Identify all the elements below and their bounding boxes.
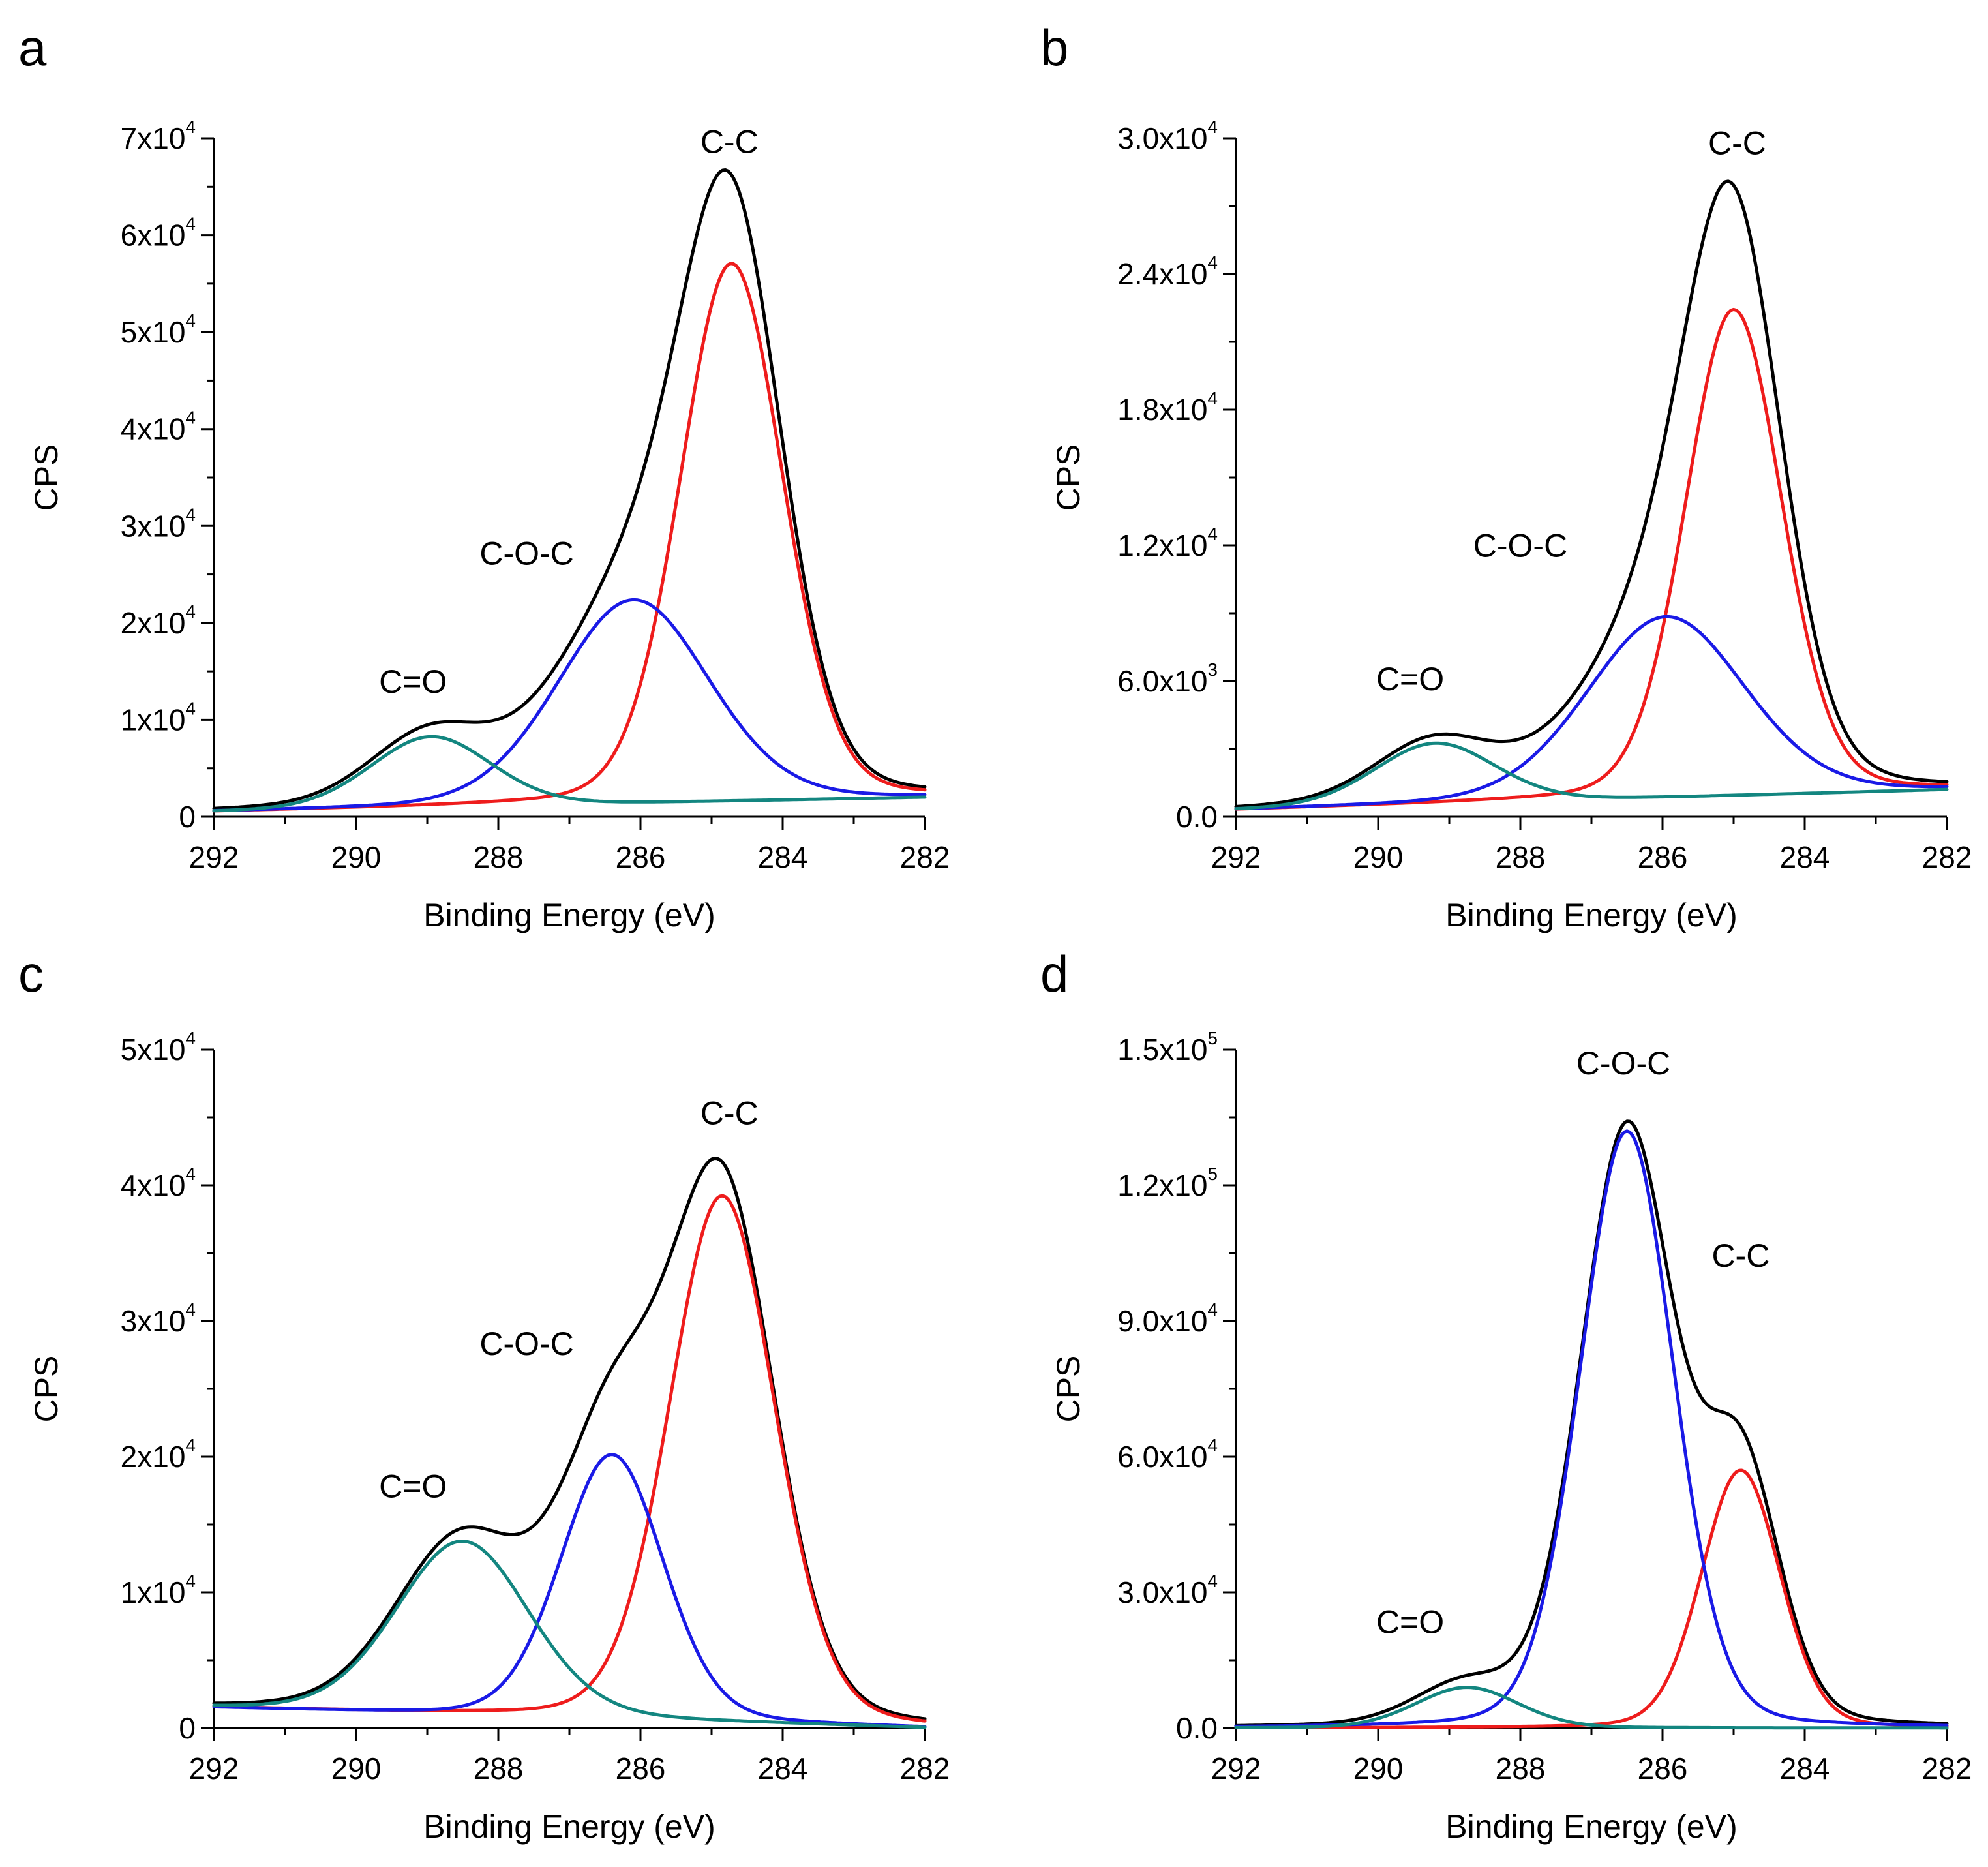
peak-c-o-curve (1234, 1686, 1949, 1730)
x-tick-label: 292 (189, 1752, 239, 1785)
x-tick-label: 288 (1496, 840, 1546, 874)
peak-label: C-C (700, 123, 759, 160)
y-tick-label: 5x104 (121, 1028, 196, 1067)
x-tick-label: 290 (331, 840, 382, 874)
peak-c-o-curve (212, 735, 927, 813)
panel-a: a 292 290 288 286 284 282 0 1x104 2x104 3x104 4x104… (18, 19, 950, 933)
peak-label: C-O-C (479, 536, 573, 572)
peak-label: C=O (1376, 1603, 1444, 1640)
x-tick-label: 288 (474, 840, 524, 874)
y-axis-label: CPS (1050, 1356, 1087, 1423)
x-axis-label: Binding Energy (eV) (1445, 897, 1737, 933)
y-tick-label: 0.0 (1176, 800, 1218, 834)
x-axis-label: Binding Energy (eV) (423, 897, 715, 933)
y-tick-label: 1x104 (121, 1571, 196, 1609)
peak-label: C-O-C (1576, 1045, 1670, 1082)
y-tick-label: 6.0x103 (1117, 660, 1218, 698)
peak-label: C-C (1708, 125, 1766, 161)
x-tick-label: 286 (1638, 1752, 1688, 1785)
peak-c-c-curve (1234, 307, 1949, 811)
x-tick-label: 286 (616, 1752, 666, 1785)
y-tick-label: 7x104 (121, 117, 196, 155)
x-tick-label: 288 (474, 1752, 524, 1785)
panel-letter: d (1040, 945, 1068, 1003)
x-axis-label: Binding Energy (eV) (1445, 1808, 1737, 1845)
x-tick-label: 288 (1496, 1752, 1546, 1785)
peak-label: C=O (1376, 661, 1444, 697)
peak-c-o-curve (212, 1540, 927, 1729)
x-tick-label: 292 (1211, 840, 1261, 874)
y-tick-label: 1.2x105 (1117, 1164, 1218, 1202)
y-tick-label: 4x104 (121, 1164, 196, 1202)
peak-c-c-curve (1234, 1468, 1949, 1729)
envelope-curve (212, 168, 927, 810)
y-tick-label: 4x104 (121, 408, 196, 446)
y-tick-label: 3x104 (121, 1299, 196, 1338)
x-tick-label: 290 (1353, 840, 1404, 874)
peak-c-o-c-curve (1234, 615, 1949, 811)
panel-c: c 292 290 288 286 284 282 0 1x104 2x104 3x104 4x104… (18, 945, 950, 1845)
x-tick-label: 284 (758, 840, 808, 874)
x-tick-label: 284 (758, 1752, 808, 1785)
y-tick-label: 3x104 (121, 504, 196, 543)
envelope-curve (1234, 179, 1949, 808)
peak-c-o-c-curve (212, 1453, 927, 1729)
y-tick-label: 6x104 (121, 214, 196, 252)
y-tick-label: 9.0x104 (1117, 1299, 1218, 1338)
panel-letter: a (18, 19, 47, 76)
x-tick-label: 290 (331, 1752, 382, 1785)
x-tick-label: 282 (1922, 1752, 1972, 1785)
y-tick-label: 0 (179, 1711, 196, 1745)
y-axis-label: CPS (1050, 444, 1087, 511)
envelope-curve (212, 1157, 927, 1721)
panel-letter: c (18, 945, 44, 1003)
x-tick-label: 286 (1638, 840, 1688, 874)
peak-label: C-C (700, 1095, 759, 1131)
y-tick-label: 1x104 (121, 698, 196, 736)
peak-c-o-c-curve (1234, 1129, 1949, 1728)
peak-c-o-c-curve (212, 598, 927, 813)
y-tick-label: 5x104 (121, 311, 196, 349)
y-axis-label: CPS (28, 1356, 65, 1423)
x-tick-label: 292 (1211, 1752, 1261, 1785)
y-tick-label: 0 (179, 800, 196, 834)
peak-label: C=O (379, 1468, 447, 1504)
y-tick-label: 2x104 (121, 1435, 196, 1474)
peak-label: C=O (379, 663, 447, 700)
x-tick-label: 292 (189, 840, 239, 874)
peak-label: C-O-C (1473, 527, 1567, 564)
y-tick-label: 1.2x104 (1117, 524, 1218, 562)
peak-c-o-curve (1234, 741, 1949, 811)
y-tick-label: 0.0 (1176, 1711, 1218, 1745)
x-tick-label: 282 (900, 840, 950, 874)
peak-label: C-C (1711, 1237, 1770, 1274)
y-tick-label: 3.0x104 (1117, 117, 1218, 155)
x-axis-label: Binding Energy (eV) (423, 1808, 715, 1845)
y-tick-label: 1.8x104 (1117, 388, 1218, 427)
y-tick-label: 2.4x104 (1117, 252, 1218, 291)
x-tick-label: 290 (1353, 1752, 1404, 1785)
x-tick-label: 284 (1780, 840, 1830, 874)
panel-b: b 292 290 288 286 284 282 0.0 6.0x103 1.2x104 1.8x… (1040, 19, 1972, 933)
y-tick-label: 2x104 (121, 601, 196, 640)
y-axis-label: CPS (28, 444, 65, 511)
peak-label: C-O-C (479, 1326, 573, 1362)
panel-d: d 292 290 288 286 284 282 0.0 3.0x104 6.0x104 9.0x… (1040, 945, 1972, 1845)
envelope-curve (1234, 1119, 1949, 1727)
panel-letter: b (1040, 19, 1068, 76)
y-tick-label: 6.0x104 (1117, 1435, 1218, 1474)
x-tick-label: 284 (1780, 1752, 1830, 1785)
y-tick-label: 3.0x104 (1117, 1571, 1218, 1609)
x-tick-label: 286 (616, 840, 666, 874)
y-tick-label: 1.5x105 (1117, 1028, 1218, 1067)
peak-c-c-curve (212, 1194, 927, 1723)
x-tick-label: 282 (900, 1752, 950, 1785)
x-tick-label: 282 (1922, 840, 1972, 874)
